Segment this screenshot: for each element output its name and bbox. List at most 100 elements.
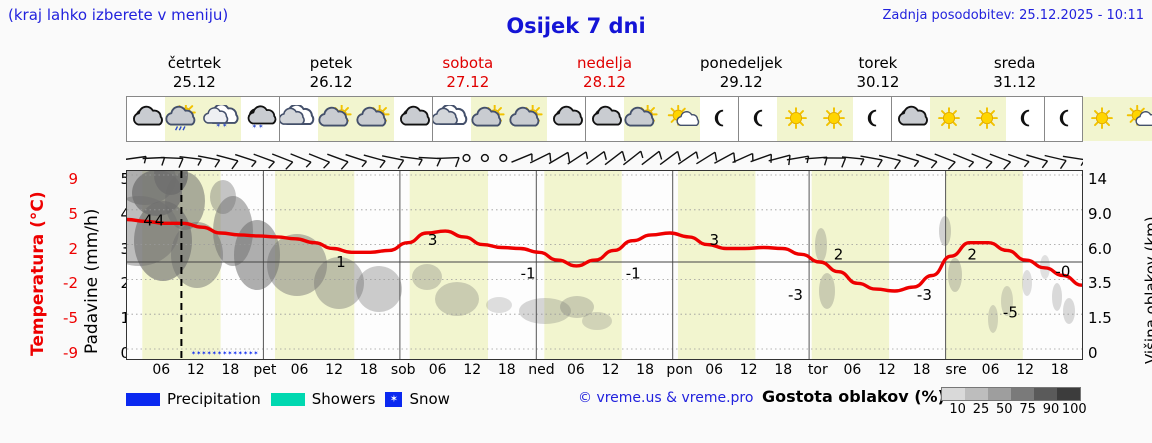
page-title: Osijek 7 dni	[506, 14, 646, 38]
cloud-icon	[280, 97, 318, 141]
legend-snow-label: Snow	[409, 390, 450, 408]
cloud-density-value: 10	[949, 402, 966, 417]
cloud-density-scale-labels: 10 25 50 75 90 100	[938, 402, 1088, 420]
weather-icon-day-4	[739, 97, 892, 141]
moon-cloud-icon	[586, 97, 624, 141]
cloud-density-value: 50	[996, 402, 1013, 417]
cloud-density-step	[1011, 388, 1034, 400]
svg-text:✶: ✶	[238, 350, 243, 357]
x-tick-label: 18	[221, 362, 240, 378]
moon-icon	[700, 97, 738, 141]
day-name: torek	[858, 54, 898, 72]
axis-tick: 14	[1088, 170, 1108, 188]
x-tick-label: sob	[390, 362, 416, 378]
svg-text:-3: -3	[788, 286, 803, 304]
weather-icon-day-1	[280, 97, 433, 141]
cloud-density-step	[965, 388, 988, 400]
svg-text:✶: ✶	[248, 350, 253, 357]
day-header-4: ponedeljek 29.12	[673, 54, 810, 96]
x-axis-tick-labels: 06 12 18 pet 06 12 18 sob 06 12 18 ned 06 12 18 pon 06 12…	[126, 362, 1083, 382]
day-date: 26.12	[309, 73, 353, 91]
cloud-density-step	[942, 388, 965, 400]
x-tick-label: pon	[666, 362, 693, 378]
cloud-density-step	[988, 388, 1011, 400]
day-date: 29.12	[719, 73, 763, 91]
svg-text:✶: ✶	[222, 121, 227, 129]
day-header-1: petek 26.12	[263, 54, 400, 96]
day-header-0: četrtek 25.12	[126, 54, 263, 96]
axis-tick: 3.5	[1088, 274, 1112, 293]
svg-text:3: 3	[428, 231, 438, 249]
sun-cloud-small-icon	[662, 97, 700, 141]
axis-tick: -5	[63, 309, 78, 328]
temperature-axis-title: Temperatura (°C)	[6, 172, 48, 358]
svg-text:-1: -1	[521, 265, 536, 283]
axis-tick: -2	[63, 274, 78, 293]
day-date: 31.12	[993, 73, 1037, 91]
sun-icon	[1083, 97, 1121, 141]
weather-icon-band: ✶ ✶ ✶ ✶	[126, 96, 1152, 142]
snow-icon: ✶	[385, 391, 403, 407]
x-tick-label: 06	[566, 362, 585, 378]
moon-icon	[739, 97, 777, 141]
legend-precipitation-label: Precipitation	[167, 390, 261, 408]
svg-text:4: 4	[143, 211, 153, 229]
svg-text:2: 2	[967, 245, 977, 263]
x-tick-label: 18	[912, 362, 931, 378]
x-tick-label: 06	[290, 362, 309, 378]
axis-tick: 1	[120, 309, 130, 327]
copyright-link[interactable]: © vreme.us & vreme.pro	[578, 390, 754, 406]
day-name: petek	[309, 54, 353, 72]
svg-text:-0: -0	[1055, 263, 1070, 281]
day-date: 30.12	[856, 73, 900, 91]
weather-icon-day-0: ✶ ✶ ✶ ✶	[127, 97, 280, 141]
x-tick-label: 12	[1016, 362, 1035, 378]
sun-cloud-icon	[356, 97, 394, 141]
axis-tick: 5	[120, 170, 130, 188]
weather-icon-day-2	[433, 97, 586, 141]
day-name: četrtek	[167, 54, 222, 72]
x-tick-label: 18	[636, 362, 655, 378]
moon-icon	[853, 97, 891, 141]
svg-text:1: 1	[336, 253, 346, 271]
svg-text:✶: ✶	[243, 350, 248, 357]
sun-icon	[968, 97, 1006, 141]
cloud-density-value: 90	[1042, 402, 1060, 417]
cloud-icon	[433, 97, 471, 141]
x-tick-label: 12	[186, 362, 205, 378]
x-tick-label: 12	[325, 362, 344, 378]
x-tick-label: ned	[528, 362, 555, 378]
x-tick-label: 18	[497, 362, 516, 378]
x-tick-label: 06	[843, 362, 862, 378]
sun-cloud-small-icon	[1121, 97, 1152, 141]
svg-text:✶: ✶	[207, 350, 212, 357]
x-tick-label: 18	[359, 362, 378, 378]
axis-tick: 0	[120, 344, 130, 362]
cloud-density-value: 25	[972, 402, 990, 417]
x-tick-label: 12	[877, 362, 896, 378]
cloud-density-scale	[941, 387, 1081, 401]
cloud-height-axis-title: Višina oblakov (km)	[1122, 168, 1152, 368]
meteogram-svg: ✶ ✶ ✶ ✶ ✶ ✶ ✶ ✶ ✶ ✶ ✶ ✶ ✶4 413-1 -132-32-3-5-0	[127, 171, 1082, 359]
x-tick-label: 18	[1050, 362, 1069, 378]
svg-text:3: 3	[710, 231, 720, 249]
temperature-axis-ticks: 9 5 2 -2 -5 -9	[32, 166, 78, 366]
x-tick-label: 06	[705, 362, 724, 378]
x-tick-label: 06	[981, 362, 1000, 378]
day-date: 28.12	[583, 73, 626, 91]
cloud-density-value: 75	[1019, 402, 1036, 417]
legend-snow: ✶ Snow	[385, 390, 450, 408]
meteogram-plot: ✶ ✶ ✶ ✶ ✶ ✶ ✶ ✶ ✶ ✶ ✶ ✶ ✶ 4 4 1 3 -1 -1 3 2 -3 2 -3 -5 -0	[126, 170, 1083, 360]
day-header-band: četrtek 25.12 petek 26.12 sobota 27.12 nedelja…	[126, 54, 1083, 96]
cloud-height-axis-label: Višina oblakov (km)	[1142, 216, 1152, 364]
moon-cloud-icon	[892, 97, 930, 141]
svg-text:✶: ✶	[253, 350, 258, 357]
precipitation-axis-ticks: 5 4 3 2 1 0	[84, 166, 130, 366]
x-tick-label: 12	[463, 362, 482, 378]
svg-text:-1: -1	[626, 265, 641, 283]
moon-cloud-icon	[127, 97, 165, 141]
day-header-3: nedelja 28.12	[536, 54, 673, 96]
sun-icon	[777, 97, 815, 141]
precipitation-axis-title: Padavine (mm/h)	[60, 172, 102, 358]
sun-cloud-icon	[509, 97, 547, 141]
